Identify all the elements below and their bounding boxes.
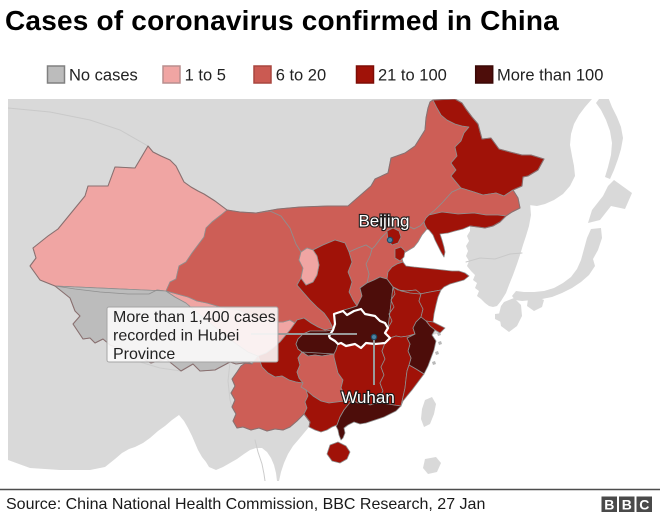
svg-text:B: B	[604, 497, 614, 513]
svg-text:B: B	[622, 497, 632, 513]
svg-text:recorded in Hubei: recorded in Hubei	[113, 328, 239, 345]
svg-text:No cases: No cases	[69, 67, 138, 85]
svg-text:More than 1,400 cases: More than 1,400 cases	[113, 309, 276, 326]
svg-text:Source: China National Health: Source: China National Health Commission…	[6, 496, 485, 513]
svg-text:More than 100: More than 100	[497, 67, 603, 85]
svg-text:Cases of coronavirus confirmed: Cases of coronavirus confirmed in China	[5, 5, 559, 36]
svg-text:6 to 20: 6 to 20	[276, 67, 326, 85]
svg-text:Beijing: Beijing	[358, 212, 409, 231]
svg-text:1 to 5: 1 to 5	[185, 67, 226, 85]
svg-text:Wuhan: Wuhan	[341, 388, 395, 407]
svg-text:21 to 100: 21 to 100	[378, 67, 447, 85]
svg-text:C: C	[639, 497, 649, 513]
svg-text:Province: Province	[113, 346, 175, 363]
